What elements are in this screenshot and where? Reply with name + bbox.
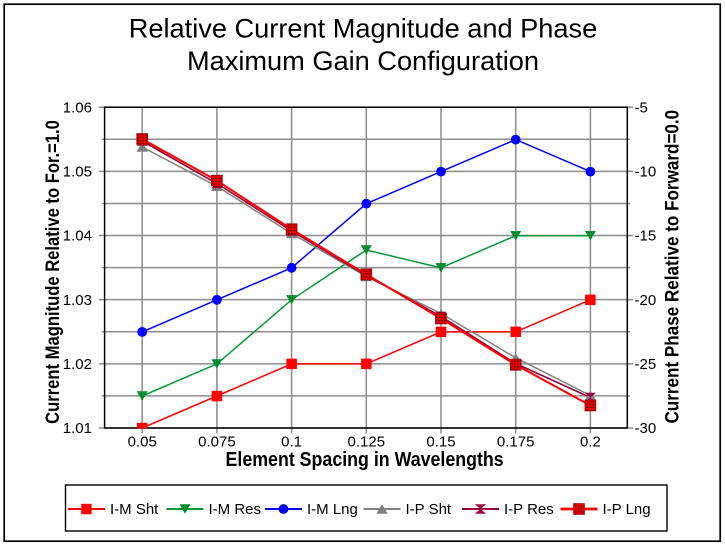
svg-text:1.05: 1.05 (63, 164, 92, 181)
svg-text:Relative Current Magnitude and: Relative Current Magnitude and Phase (129, 13, 598, 44)
svg-text:Current Phase Relative to Forw: Current Phase Relative to Forward=0.0 (660, 110, 682, 424)
svg-text:I-M Res: I-M Res (209, 501, 262, 518)
svg-text:-30: -30 (635, 420, 657, 437)
svg-text:-25: -25 (635, 356, 657, 373)
svg-text:1.02: 1.02 (63, 356, 92, 373)
svg-text:0.125: 0.125 (348, 434, 386, 451)
svg-text:0.2: 0.2 (580, 434, 601, 451)
svg-text:0.075: 0.075 (198, 434, 236, 451)
svg-text:I-P Sht: I-P Sht (406, 501, 452, 518)
svg-text:I-M Lng: I-M Lng (307, 501, 358, 518)
svg-text:-15: -15 (635, 228, 657, 245)
svg-text:1.04: 1.04 (63, 228, 92, 245)
svg-text:-20: -20 (635, 292, 657, 309)
svg-text:1.01: 1.01 (63, 420, 92, 437)
svg-text:-10: -10 (635, 164, 657, 181)
svg-text:I-P Res: I-P Res (504, 501, 554, 518)
svg-text:Maximum Gain Configuration: Maximum Gain Configuration (187, 45, 539, 76)
svg-text:0.1: 0.1 (281, 434, 302, 451)
svg-text:I-P Lng: I-P Lng (603, 501, 651, 518)
svg-text:0.05: 0.05 (128, 434, 157, 451)
svg-text:-5: -5 (635, 99, 648, 116)
svg-text:1.03: 1.03 (63, 292, 92, 309)
svg-text:0.175: 0.175 (497, 434, 535, 451)
svg-text:Current Magnitude Relative to: Current Magnitude Relative to For.=1.0 (42, 120, 63, 424)
svg-text:0.15: 0.15 (426, 434, 455, 451)
svg-text:Element Spacing in Wavelengths: Element Spacing in Wavelengths (226, 449, 504, 471)
svg-text:I-M Sht: I-M Sht (110, 501, 159, 518)
svg-text:1.06: 1.06 (63, 99, 92, 116)
